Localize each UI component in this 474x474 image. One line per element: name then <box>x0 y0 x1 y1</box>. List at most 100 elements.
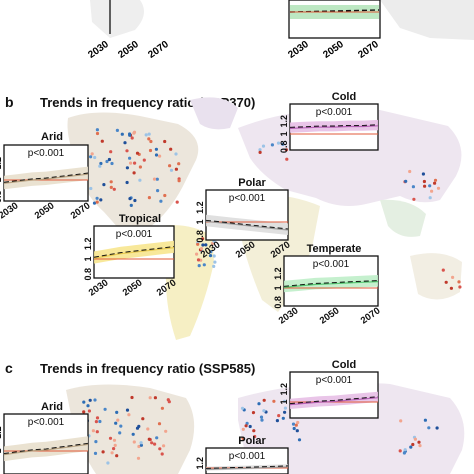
station-dot <box>108 436 113 440</box>
p-value-label: p<0.001 <box>229 451 266 462</box>
station-dot <box>125 408 130 412</box>
station-dot <box>82 410 86 414</box>
station-dot <box>129 161 133 165</box>
station-dot <box>174 152 178 156</box>
station-dot <box>283 406 287 410</box>
station-dot <box>199 247 204 251</box>
station-dot <box>284 148 288 152</box>
station-dot <box>146 427 150 431</box>
station-dot <box>148 396 152 400</box>
y-tick-label: 1 <box>279 399 289 404</box>
station-dot <box>417 440 421 444</box>
station-dot <box>213 260 217 264</box>
station-dot <box>116 418 120 422</box>
station-dot <box>113 443 117 447</box>
p-value-label: p<0.001 <box>316 107 353 118</box>
y-tick-label: 1.2 <box>195 201 205 214</box>
trend-line <box>289 124 379 129</box>
panel-a-remnant: 2030 2050 2070 2030 2050 2070 <box>86 0 474 61</box>
station-dot <box>92 201 97 205</box>
station-dot <box>123 141 127 145</box>
station-dot <box>136 456 141 460</box>
station-dot <box>141 417 145 421</box>
series-line <box>93 247 175 259</box>
station-dot <box>428 196 432 200</box>
station-dot <box>402 451 406 455</box>
station-dot <box>160 406 164 410</box>
station-dot <box>177 179 181 183</box>
station-dot <box>195 252 199 256</box>
station-dot <box>147 132 151 136</box>
x-tick-label: 2050 <box>318 305 342 326</box>
y-tick-label: 0.8 <box>83 268 93 281</box>
station-dot <box>166 398 170 402</box>
station-dot <box>130 136 134 140</box>
station-dot <box>202 263 206 267</box>
station-dot <box>413 437 417 441</box>
climate-zone-label: Cold <box>332 91 356 103</box>
station-dot <box>160 452 164 456</box>
station-dot <box>131 432 135 436</box>
station-dot <box>212 254 216 258</box>
station-dot <box>196 258 201 262</box>
station-dot <box>158 154 162 158</box>
station-dot <box>115 410 119 414</box>
x-tick-label: 2030 <box>0 200 20 221</box>
land-shape <box>90 0 144 38</box>
station-dot <box>297 438 302 442</box>
station-dot <box>118 431 122 435</box>
station-dot <box>244 424 248 428</box>
station-dot <box>93 155 97 160</box>
climate-zone-label: Tropical <box>119 213 161 225</box>
station-dot <box>421 172 425 176</box>
x-tick-label: 2050 <box>121 277 145 298</box>
station-dot <box>275 419 279 423</box>
station-dot <box>144 133 148 137</box>
station-dot <box>208 254 213 258</box>
climate-zone-label: Arid <box>41 131 63 143</box>
station-dot <box>132 131 136 135</box>
trend-line <box>3 172 89 184</box>
station-dot <box>458 285 462 289</box>
station-dot <box>129 203 133 207</box>
station-dot <box>436 186 441 190</box>
station-dot <box>404 179 408 183</box>
region-southeast-asia <box>380 199 426 237</box>
station-dot <box>283 410 287 414</box>
station-dot <box>93 451 98 455</box>
station-dot <box>281 142 285 146</box>
x-tick-label: 2030 <box>86 39 111 61</box>
station-dot <box>291 422 296 426</box>
inset-cold-c: p<0.001 Cold 1.2 1 <box>279 359 379 419</box>
trend-line <box>205 465 289 470</box>
station-dot <box>157 422 162 426</box>
station-dot <box>115 128 119 132</box>
y-tick-label: 1 <box>83 256 93 261</box>
station-dot <box>99 198 103 202</box>
continent-greenland <box>190 97 238 130</box>
station-dot <box>240 406 245 410</box>
station-dot <box>148 148 153 153</box>
station-dot <box>127 413 131 417</box>
station-dot <box>294 423 298 427</box>
station-dot <box>403 448 407 452</box>
station-dot <box>133 161 137 165</box>
station-dot <box>132 440 136 444</box>
inset-cold: p<0.001 Cold 1.2 1 0.8 <box>279 91 379 153</box>
climate-zone-label: Polar <box>238 435 266 447</box>
station-dot <box>138 165 142 169</box>
station-dot <box>152 177 157 181</box>
station-dot <box>428 184 432 188</box>
station-dot <box>99 161 103 166</box>
station-dot <box>95 200 99 204</box>
station-dot <box>147 196 151 200</box>
station-dot <box>168 164 172 168</box>
station-dot <box>128 132 132 136</box>
station-dot <box>259 415 264 419</box>
station-dot <box>103 407 107 411</box>
station-dot <box>119 424 123 428</box>
climate-zone-label: Arid <box>41 401 63 413</box>
continent-australia <box>410 253 462 300</box>
station-dot <box>441 268 445 272</box>
